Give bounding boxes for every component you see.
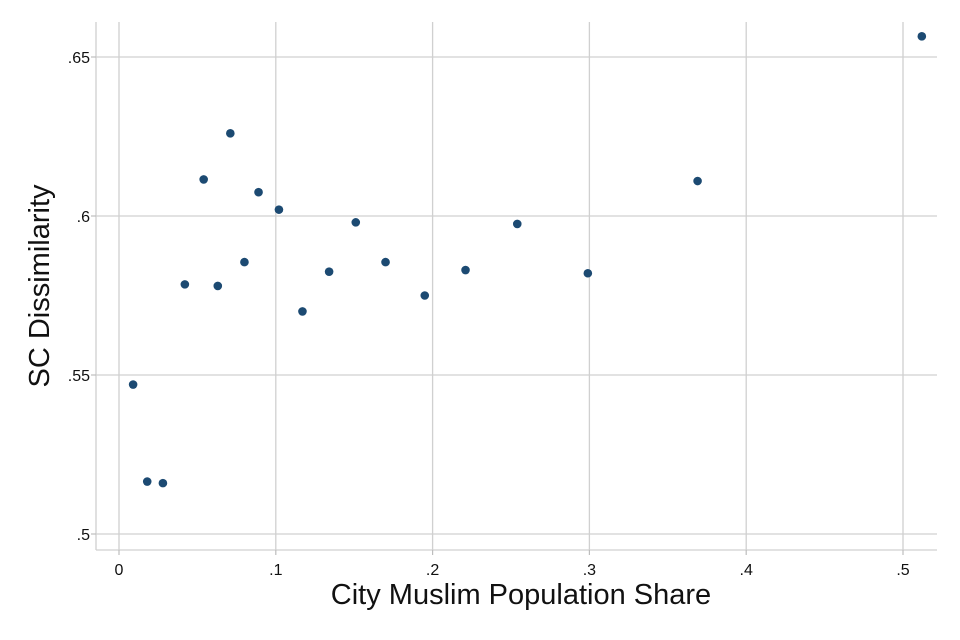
y-tick-label: .55 — [68, 368, 90, 385]
data-point — [142, 477, 152, 486]
data-point — [512, 219, 522, 229]
y-axis-title: SC Dissimilarity — [24, 184, 56, 388]
data-point — [351, 218, 361, 227]
tick-labels: 0 .1 .2 .3 .4 .5 .5 .55 .6 .65 — [68, 50, 910, 579]
data-point — [583, 268, 593, 278]
data-point — [158, 478, 168, 488]
x-tick-label: .4 — [740, 562, 753, 579]
data-points — [128, 32, 927, 488]
data-point — [128, 380, 138, 389]
y-tick-label: .5 — [77, 527, 90, 544]
data-point — [240, 257, 249, 267]
data-point — [226, 129, 235, 138]
data-point — [274, 205, 284, 214]
x-tick-label: .3 — [583, 562, 596, 579]
data-point — [199, 175, 208, 184]
axes — [91, 22, 937, 555]
x-tick-label: .2 — [426, 562, 439, 579]
y-tick-label: .65 — [68, 50, 90, 67]
x-tick-label: .5 — [896, 562, 909, 579]
x-axis-title: City Muslim Population Share — [331, 579, 711, 611]
x-tick-label: .1 — [269, 562, 282, 579]
data-point — [917, 32, 927, 41]
grid — [96, 22, 937, 550]
x-tick-label: 0 — [115, 562, 124, 579]
data-point — [381, 257, 390, 267]
data-point — [693, 176, 702, 186]
data-point — [461, 265, 470, 275]
data-point — [180, 280, 190, 289]
data-point — [420, 291, 430, 300]
data-point — [298, 307, 307, 316]
data-point — [213, 281, 223, 291]
y-tick-label: .6 — [77, 209, 90, 226]
data-point — [254, 187, 263, 197]
data-point — [324, 267, 334, 276]
